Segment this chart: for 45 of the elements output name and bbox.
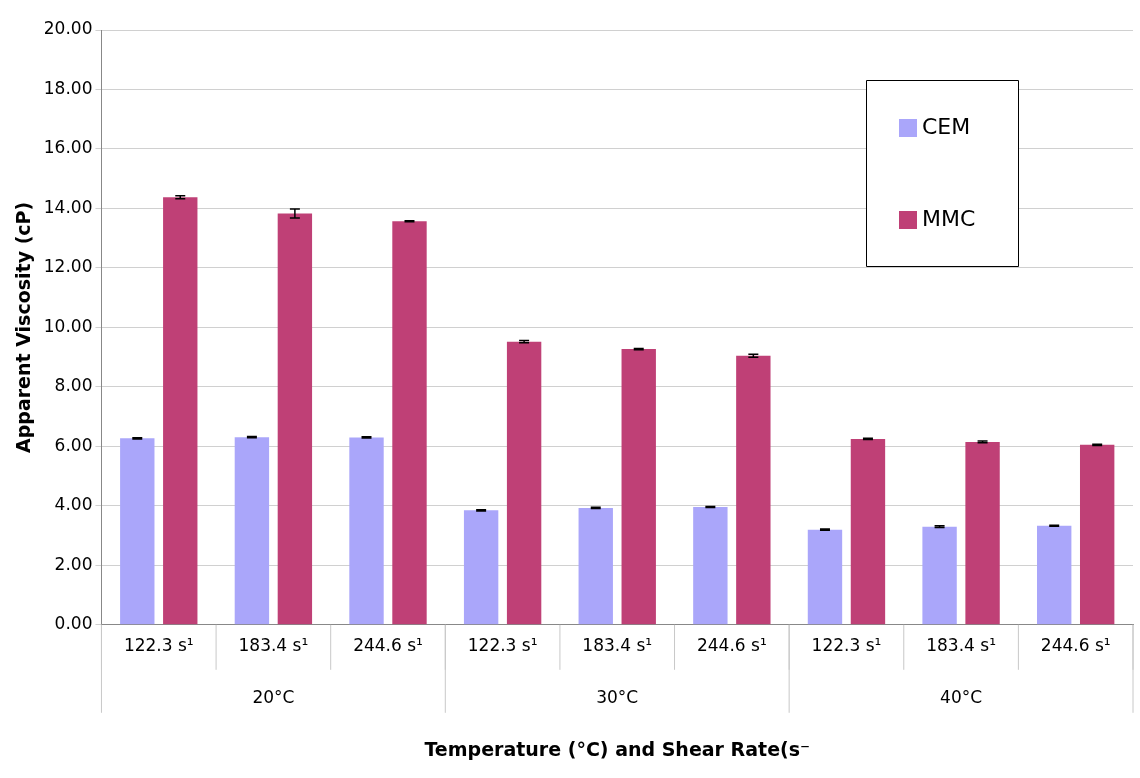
bar [506,341,542,625]
bar [693,507,728,625]
y-tick-label: 16.00 [43,137,93,158]
bar [736,355,771,625]
y-tick-label: 4.00 [54,494,93,515]
bar [163,197,198,625]
bar [965,441,1000,625]
y-tick-label: 0.00 [54,613,93,634]
y-tick-label: 20.00 [43,18,93,39]
bar [120,438,155,625]
y-tick-label: 6.00 [54,434,93,455]
y-axis-title: Apparent Viscosity (cP) [12,201,35,453]
x-axis-title: Temperature (°C) and Shear Rate(s⁻ [424,737,811,760]
y-tick-label: 2.00 [54,553,93,574]
bar [578,507,613,625]
bar [1079,444,1115,625]
x-tick-label: 244.6 s¹ [353,635,423,656]
text: 40°C [940,687,983,708]
y-tick-label: 10.00 [43,315,93,336]
x-tick-label: 183.4 s¹ [582,635,653,656]
text: 30°C [596,687,639,708]
text: 20°C [252,687,295,708]
bar [621,349,656,625]
bar [392,221,427,625]
x-tick-label: 122.3 s¹ [123,635,194,656]
legend-label: MMC [922,205,976,231]
bar [807,529,843,625]
x-tick-label: 183.4 s¹ [238,635,309,656]
y-tick-label: 12.00 [43,256,93,277]
y-tick-label: 18.00 [43,77,93,98]
bar [463,510,499,625]
bar [922,526,957,625]
x-tick-label: 244.6 s¹ [696,635,767,656]
bar [234,437,270,625]
x-tick-label: 183.4 s¹ [926,635,996,656]
x-tick-label: 122.3 s¹ [811,635,882,656]
y-tick-label: 14.00 [43,196,93,217]
x-tick-label: 244.6 s¹ [1040,635,1111,656]
x-tick-label: 122.3 s¹ [467,635,538,656]
bar [349,437,384,625]
bar [1037,525,1072,625]
y-tick-label: 8.00 [54,375,93,396]
legend-label: CEM [922,113,971,139]
bar [850,438,886,625]
bar [277,213,313,625]
